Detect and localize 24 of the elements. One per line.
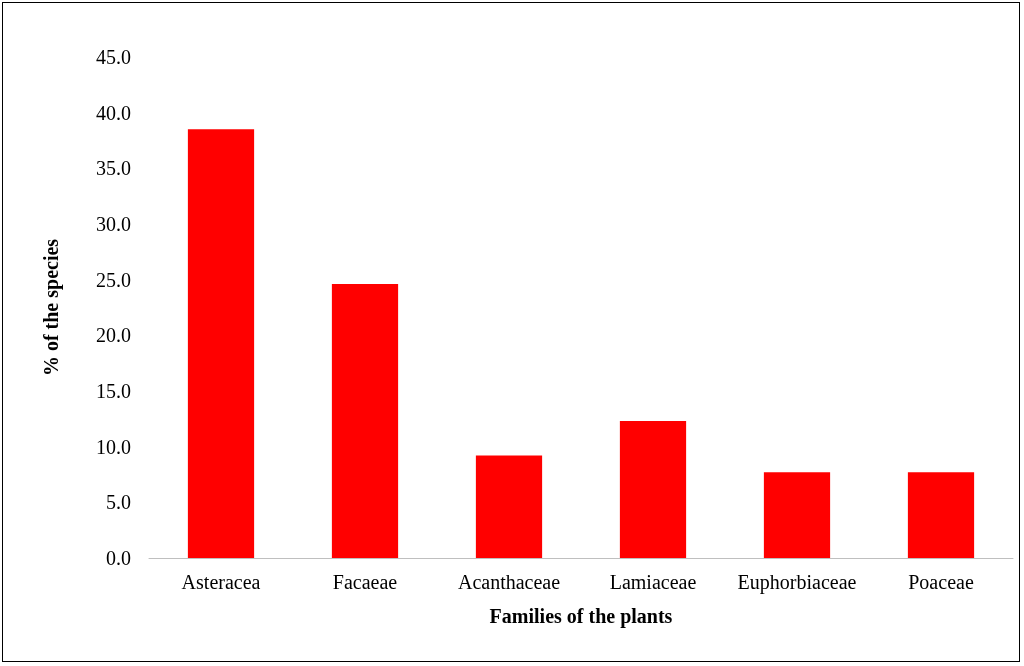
- y-tick-label: 15.0: [96, 380, 131, 402]
- bar: [331, 284, 399, 558]
- x-tick-label: Euphorbiaceae: [737, 571, 857, 594]
- y-tick-label: 10.0: [96, 435, 131, 458]
- x-tick-label: Acanthaceae: [457, 571, 561, 593]
- bar: [187, 129, 255, 558]
- y-tick-label: 0.0: [106, 547, 131, 569]
- x-tick-label: Poaceae: [908, 571, 974, 593]
- x-tick-label: Asteracea: [181, 571, 261, 593]
- y-tick-label: 20.0: [96, 324, 131, 347]
- x-tick-label: Facaeae: [332, 571, 398, 593]
- y-axis-title: % of the species: [40, 238, 63, 377]
- y-tick-label: 5.0: [106, 491, 131, 514]
- bar: [475, 455, 543, 558]
- y-tick-label: 40.0: [96, 101, 131, 124]
- y-tick-label: 45.0: [96, 46, 131, 68]
- bar: [763, 472, 831, 558]
- y-tick-label: 30.0: [96, 213, 131, 235]
- x-axis-title: Families of the plants: [489, 605, 673, 628]
- bar: [907, 472, 975, 558]
- y-tick-label: 25.0: [96, 268, 131, 291]
- x-tick-label: Lamiaceae: [609, 571, 697, 593]
- y-tick-label: 35.0: [96, 157, 131, 180]
- bar: [619, 421, 687, 558]
